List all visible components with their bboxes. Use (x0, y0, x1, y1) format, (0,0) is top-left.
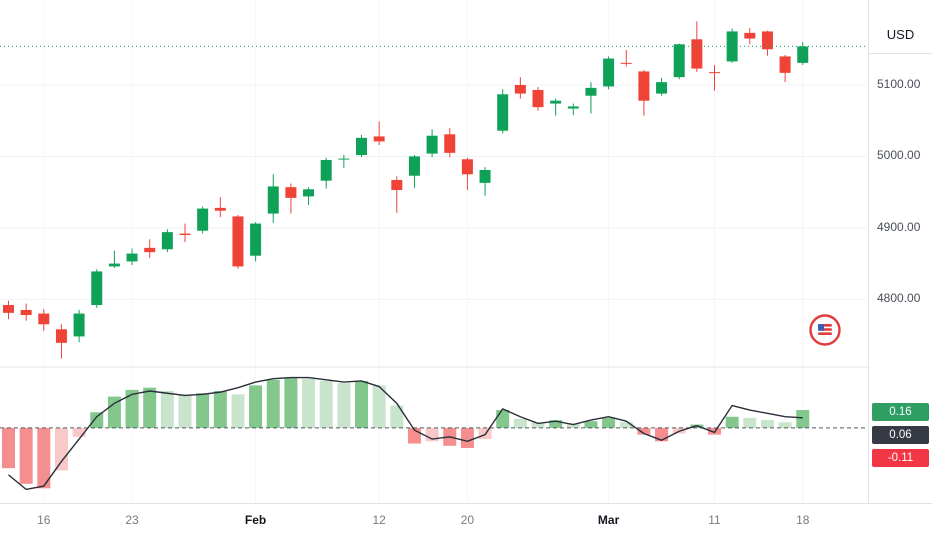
price-tick-label: 5100.00 (877, 77, 921, 91)
time-tick-label: 20 (460, 513, 475, 527)
indicator-line (8, 376, 803, 491)
time-tick-label: Feb (244, 513, 267, 527)
us-flag-event-icon[interactable] (808, 313, 842, 347)
price-tick-label: 5000.00 (877, 148, 921, 163)
time-tick-label: Mar (597, 513, 620, 527)
indicator-value-badge-hist: 0.16 (872, 403, 929, 421)
time-axis[interactable]: 16 23 Feb 12 20 Mar 11 18 (0, 503, 932, 550)
currency-label: USD (886, 27, 915, 42)
time-tick-label: 18 (796, 513, 810, 527)
price-tick-label: 4800.00 (877, 291, 921, 306)
time-tick-label: 23 (125, 513, 139, 527)
price-tick-label: 4900.00 (877, 219, 921, 234)
time-tick-label: 16 (37, 513, 51, 527)
axis-separator (869, 53, 932, 54)
indicator-value-badge-macd: 0.06 (872, 426, 929, 444)
indicator-value-badge-signal: -0.11 (872, 449, 929, 467)
us-flag-icon (809, 314, 841, 346)
time-tick-label: 11 (708, 513, 721, 527)
histogram-group (2, 377, 810, 489)
candles-group (3, 21, 809, 359)
price-axis-panel[interactable]: USD 5100.00 5000.00 4900.00 4800.00 0.16 0.… (868, 0, 932, 503)
time-tick-label: 12 (372, 513, 386, 527)
